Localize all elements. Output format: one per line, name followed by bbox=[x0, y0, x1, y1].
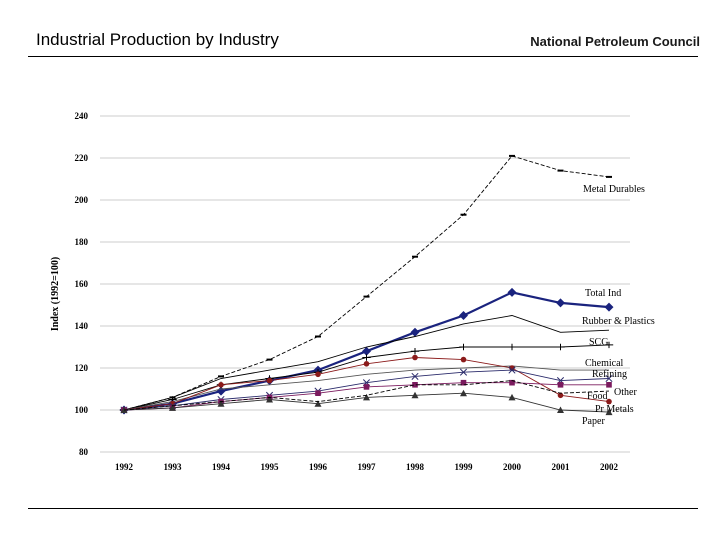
data-point bbox=[411, 372, 419, 380]
data-point bbox=[363, 384, 370, 390]
header-rule bbox=[28, 56, 698, 57]
series-label: Rubber & Plastics bbox=[582, 316, 655, 327]
data-point bbox=[459, 343, 468, 351]
data-point bbox=[604, 341, 614, 349]
data-point bbox=[460, 389, 467, 397]
slide-brand: National Petroleum Council bbox=[530, 34, 700, 49]
series-label: Chemical bbox=[585, 358, 624, 369]
y-tick-label: 140 bbox=[75, 321, 89, 331]
x-tick-label: 1995 bbox=[261, 462, 280, 472]
data-point bbox=[508, 366, 516, 374]
x-tick-label: 1996 bbox=[309, 462, 328, 472]
data-point bbox=[266, 396, 273, 403]
series-line bbox=[123, 155, 610, 411]
series-line bbox=[123, 315, 610, 411]
data-point bbox=[605, 408, 613, 416]
series-label: SCG bbox=[589, 337, 608, 348]
y-tick-label: 160 bbox=[75, 279, 89, 289]
data-point bbox=[362, 346, 371, 356]
data-point bbox=[169, 404, 176, 411]
data-point bbox=[315, 390, 321, 396]
slide-title: Industrial Production by Industry bbox=[36, 30, 279, 49]
y-axis-label: Index (1992=100) bbox=[50, 257, 61, 331]
x-tick-label: 1993 bbox=[164, 462, 183, 472]
data-point bbox=[509, 379, 515, 386]
series-label: Other bbox=[614, 387, 637, 398]
series-line bbox=[123, 365, 609, 411]
data-point bbox=[362, 354, 371, 361]
footer-rule bbox=[28, 508, 698, 509]
data-point bbox=[217, 400, 225, 407]
x-tick-label: 1998 bbox=[406, 462, 425, 472]
series-label: Refining bbox=[592, 369, 627, 380]
data-point bbox=[557, 406, 564, 413]
series-label: Paper bbox=[582, 416, 605, 427]
x-tick-label: 1997 bbox=[358, 462, 377, 472]
data-point bbox=[266, 377, 273, 384]
x-tick-label: 1994 bbox=[212, 462, 231, 472]
data-point bbox=[606, 382, 612, 388]
x-tick-label: 1992 bbox=[115, 462, 134, 472]
series-label: Pr Metals bbox=[595, 404, 634, 415]
data-point bbox=[410, 327, 420, 337]
data-point bbox=[604, 302, 614, 312]
data-point bbox=[218, 382, 224, 388]
data-point bbox=[508, 393, 516, 401]
data-point bbox=[557, 392, 564, 399]
data-point bbox=[606, 398, 612, 405]
x-tick-label: 1999 bbox=[455, 462, 474, 472]
data-point bbox=[410, 348, 420, 355]
y-tick-label: 120 bbox=[75, 363, 89, 373]
data-point bbox=[314, 400, 322, 407]
x-tick-label: 2002 bbox=[600, 462, 619, 472]
y-tick-label: 80 bbox=[79, 447, 89, 457]
data-point bbox=[557, 382, 564, 388]
data-point bbox=[460, 356, 467, 363]
y-tick-label: 200 bbox=[75, 195, 89, 205]
data-point bbox=[459, 368, 468, 376]
data-point bbox=[556, 343, 565, 351]
data-point bbox=[460, 379, 467, 386]
series-label: Metal Durables bbox=[583, 184, 645, 195]
series-label: Total Ind bbox=[585, 288, 621, 299]
series-line bbox=[123, 380, 610, 411]
data-point bbox=[605, 374, 613, 383]
data-point bbox=[412, 382, 418, 388]
data-point bbox=[411, 391, 419, 399]
data-point bbox=[412, 354, 418, 361]
data-point bbox=[363, 393, 370, 401]
y-tick-label: 240 bbox=[75, 111, 89, 121]
x-tick-label: 2000 bbox=[503, 462, 522, 472]
series-label: Food bbox=[587, 391, 608, 402]
data-point bbox=[556, 298, 565, 308]
y-tick-label: 180 bbox=[75, 237, 89, 247]
data-point bbox=[459, 311, 468, 320]
data-point bbox=[363, 361, 370, 367]
y-tick-label: 220 bbox=[75, 153, 89, 163]
data-point bbox=[507, 343, 517, 351]
x-tick-label: 2001 bbox=[552, 462, 571, 472]
data-point bbox=[315, 371, 321, 378]
y-tick-label: 100 bbox=[75, 405, 89, 415]
data-point bbox=[507, 287, 517, 297]
